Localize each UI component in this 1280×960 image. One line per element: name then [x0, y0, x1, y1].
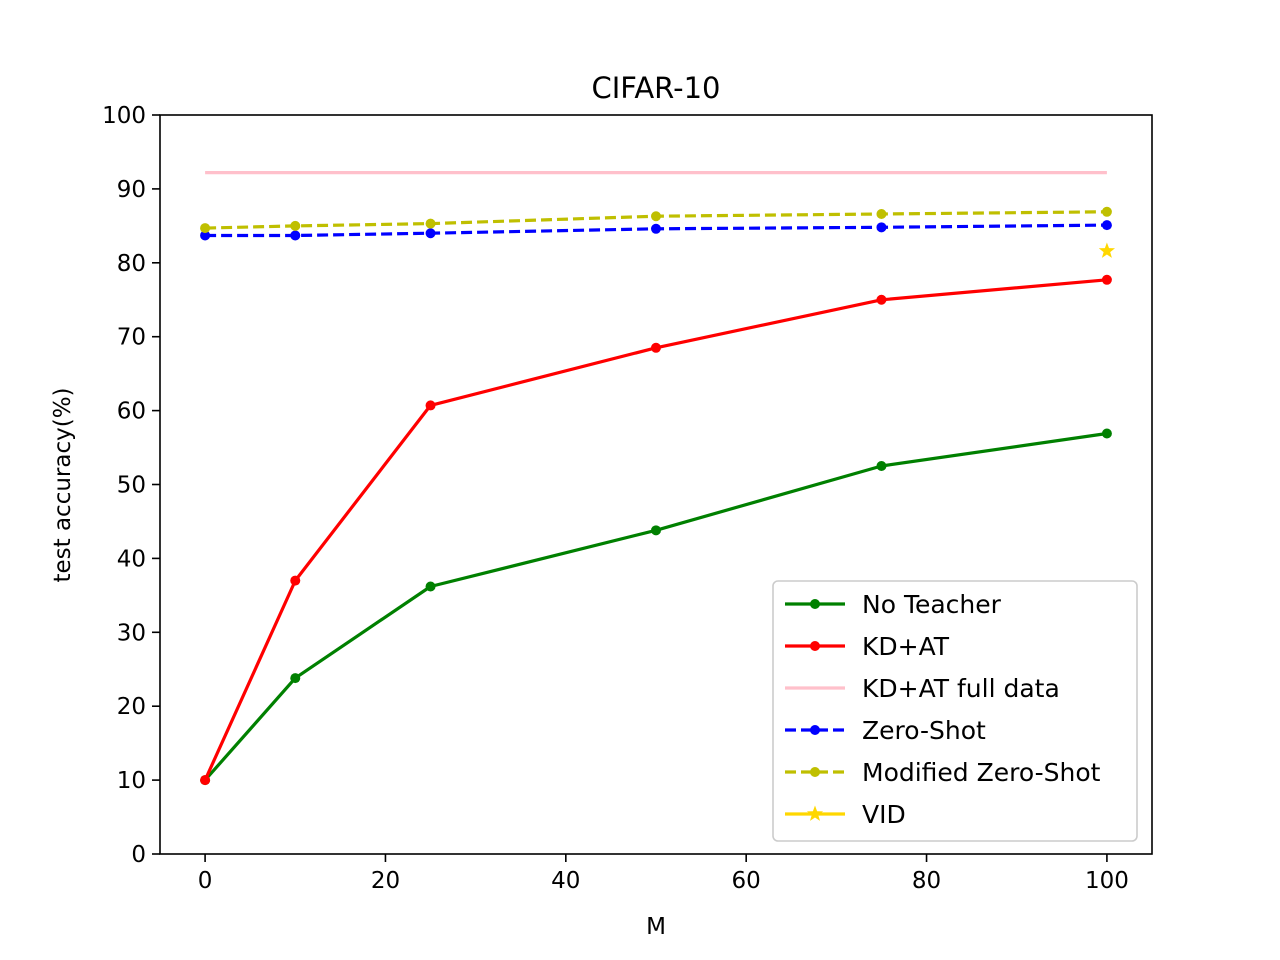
x-tick-label: 100 [1085, 868, 1129, 894]
data-point-star [1098, 242, 1115, 258]
series-line [203, 278, 1108, 781]
y-axis-label: test accuracy(%) [50, 387, 76, 582]
legend-item-no-teacher: No Teacher [785, 590, 1002, 619]
data-point [1101, 206, 1112, 217]
y-tick-label: 70 [117, 325, 146, 351]
legend-item-kd-at: KD+AT [785, 632, 950, 661]
y-tick-label: 90 [117, 177, 146, 203]
legend-label: KD+AT [862, 632, 950, 661]
data-point [425, 400, 436, 411]
y-tick-label: 20 [117, 694, 146, 720]
series-modified-zero-shot [200, 206, 1112, 234]
legend-label: VID [862, 800, 906, 829]
legend-marker [806, 805, 824, 821]
series-vid [1098, 242, 1115, 258]
legend-label: KD+AT full data [862, 674, 1060, 703]
data-point [876, 222, 887, 233]
x-tick-label: 20 [371, 868, 400, 894]
data-point [651, 211, 661, 222]
legend-label: Zero-Shot [862, 716, 986, 745]
y-tick-label: 50 [117, 473, 146, 499]
legend-box [772, 580, 1138, 842]
data-point [1101, 428, 1112, 439]
data-point [200, 223, 211, 234]
legend-item-vid: VID [785, 800, 906, 829]
y-tick-label: 40 [117, 546, 146, 572]
y-tick-label: 80 [117, 251, 146, 277]
data-point [425, 218, 436, 229]
y-tick-label: 60 [117, 399, 146, 425]
legend-item-modified-zero-shot: Modified Zero-Shot [785, 758, 1101, 787]
legend-item-zero-shot: Zero-Shot [785, 716, 986, 745]
data-point [651, 223, 661, 234]
series-kd-at [200, 274, 1112, 786]
x-tick-label: 80 [912, 868, 941, 894]
data-point [651, 525, 661, 536]
x-axis: 0 20 40 60 80 100 [198, 854, 1129, 894]
data-point [425, 228, 436, 239]
legend-label: No Teacher [862, 590, 1002, 619]
data-point [290, 220, 301, 231]
y-tick-label: 0 [131, 842, 146, 868]
data-point [290, 673, 301, 684]
data-point [651, 342, 661, 353]
data-point [290, 230, 301, 241]
y-tick-label: 10 [117, 768, 146, 794]
y-tick-label: 100 [102, 103, 146, 129]
series-line [203, 431, 1108, 782]
data-point [876, 461, 887, 472]
data-point [200, 775, 211, 786]
data-point [425, 581, 436, 592]
data-point [290, 575, 301, 586]
x-tick-label: 40 [551, 868, 580, 894]
legend-label: Modified Zero-Shot [862, 758, 1101, 787]
series-zero-shot [200, 220, 1112, 241]
series-line [205, 223, 1107, 238]
y-axis: 0 10 20 30 40 50 60 70 80 90 100 [102, 103, 160, 868]
x-axis-label: M [646, 914, 666, 940]
x-tick-label: 0 [198, 868, 213, 894]
legend-marker [810, 599, 820, 609]
x-tick-label: 60 [732, 868, 761, 894]
data-point [876, 209, 887, 220]
legend: No Teacher KD+AT KD+AT full data Zero-Shot M… [772, 580, 1138, 842]
data-point [1101, 220, 1112, 231]
legend-marker [810, 641, 820, 651]
chart-title: CIFAR-10 [592, 71, 721, 105]
legend-item-kd-at-full-data: KD+AT full data [785, 674, 1060, 703]
series-line [205, 210, 1107, 230]
data-point [876, 294, 887, 305]
data-point [200, 230, 211, 241]
legend-marker [810, 767, 820, 777]
y-tick-label: 30 [117, 620, 146, 646]
data-point [1101, 274, 1112, 285]
legend-marker [810, 725, 820, 735]
